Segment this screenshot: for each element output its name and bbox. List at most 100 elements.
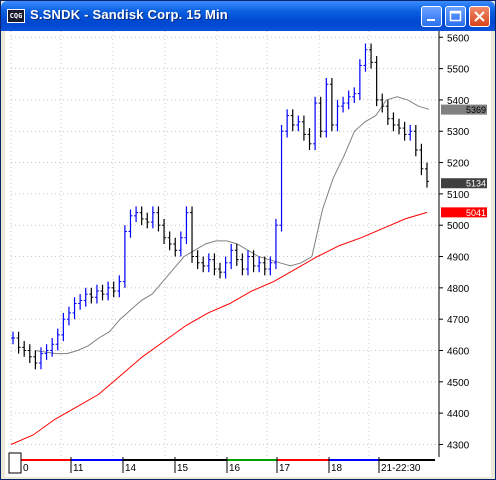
price-bar: [229, 244, 234, 270]
price-bar: [251, 250, 256, 273]
y-tick-label: 4500: [447, 378, 470, 389]
price-bar: [128, 209, 133, 238]
price-bar: [111, 281, 116, 298]
price-bar: [218, 262, 222, 279]
y-tick-label: 5300: [447, 127, 470, 138]
y-tick-label: 5100: [447, 190, 470, 201]
maximize-button[interactable]: [445, 6, 466, 27]
x-axis-strip: [5, 457, 439, 477]
price-bar: [66, 306, 71, 326]
fast-ma-tag: 5369: [466, 105, 486, 115]
x-axis: 0 11 14 15 16 17 18 21-22:30: [20, 457, 421, 474]
chart-area[interactable]: 4300 4400 4500 4600 4700 4800 4900 5000 5100 5200…: [5, 31, 491, 477]
price-bar: [117, 275, 122, 298]
price-bar: [72, 297, 77, 320]
price-tags: 5369 5134 5041: [441, 104, 487, 218]
y-tick-label: 4800: [447, 284, 470, 295]
price-bar: [346, 90, 351, 110]
price-bar: [50, 337, 55, 357]
session-segment: [329, 459, 379, 461]
price-bar: [83, 287, 88, 307]
price-bar: [335, 99, 340, 132]
price-bar: [139, 206, 144, 226]
price-bar: [33, 350, 38, 370]
x-tick-label: 15: [177, 463, 189, 474]
price-bar: [167, 231, 172, 251]
price-bar: [279, 124, 284, 232]
session-segment: [123, 459, 175, 461]
price-bar: [419, 143, 424, 176]
price-bar: [397, 118, 402, 135]
price-bar: [374, 56, 379, 107]
price-bar: [55, 328, 60, 351]
y-tick-label: 4400: [447, 409, 470, 420]
fast-moving-average-line: [34, 96, 430, 355]
price-bar: [173, 237, 178, 257]
price-bar: [413, 124, 418, 157]
price-bar: [329, 77, 334, 132]
session-segment: [175, 459, 227, 461]
price-chart[interactable]: 4300 4400 4500 4600 4700 4800 4900 5000 5100 5200…: [5, 31, 491, 477]
price-bar: [324, 77, 329, 138]
price-bar: [313, 96, 318, 151]
session-segment: [379, 459, 435, 461]
price-bar: [369, 43, 374, 69]
price-bar: [363, 43, 368, 72]
price-bar: [240, 253, 245, 276]
title-bar[interactable]: CQG S.SNDK - Sandisk Corp. 15 Min: [1, 1, 495, 31]
price-bar: [134, 206, 139, 223]
y-tick-label: 4900: [447, 253, 470, 264]
price-bar: [184, 206, 189, 244]
y-tick-label: 5400: [447, 96, 470, 107]
y-tick-label: 5500: [447, 65, 470, 76]
y-tick-label: 5200: [447, 159, 470, 170]
last-price-tag: 5134: [466, 179, 486, 189]
x-tick-label: 14: [125, 463, 137, 474]
price-bar: [38, 347, 43, 370]
y-tick-label: 4600: [447, 347, 470, 358]
last-price-tag-box: [441, 178, 487, 189]
price-bar: [268, 256, 273, 276]
scroll-handle[interactable]: [8, 452, 22, 474]
price-bar: [122, 225, 127, 288]
price-bar: [234, 244, 239, 266]
price-bar: [245, 250, 250, 276]
price-bar: [206, 253, 211, 273]
grid-lines: [10, 31, 439, 457]
x-tick-label: 11: [73, 463, 84, 474]
window-title: S.SNDK - Sandisk Corp. 15 Min: [30, 7, 228, 22]
x-tick-label: 21-22:30: [381, 463, 421, 474]
price-bar: [150, 206, 155, 229]
price-bar: [402, 121, 407, 141]
price-bar: [273, 218, 278, 270]
price-bar: [290, 109, 295, 132]
price-bar: [425, 162, 429, 188]
slow-ma-tag-box: [441, 207, 487, 218]
price-bar: [318, 96, 323, 138]
price-bar: [352, 87, 357, 104]
price-bar: [301, 115, 306, 141]
price-bar: [11, 331, 15, 345]
minimize-button[interactable]: [421, 6, 442, 27]
price-bar: [385, 99, 390, 125]
price-bar: [296, 115, 301, 132]
y-tick-label: 4700: [447, 315, 470, 326]
price-bar: [307, 128, 312, 151]
price-bar: [162, 218, 167, 244]
session-segment: [71, 459, 123, 461]
price-bar: [262, 256, 267, 276]
price-bar: [89, 287, 94, 304]
price-bar: [190, 206, 195, 263]
price-bar: [257, 256, 262, 273]
price-bar: [195, 250, 200, 270]
price-bar: [391, 112, 396, 132]
session-segment: [277, 459, 329, 461]
price-bar: [380, 93, 385, 113]
y-tick-label: 5000: [447, 221, 470, 232]
price-bar: [408, 124, 413, 141]
close-button[interactable]: [469, 6, 490, 27]
minimize-icon: [427, 19, 435, 21]
price-bar: [22, 341, 27, 357]
price-bar: [212, 253, 217, 276]
